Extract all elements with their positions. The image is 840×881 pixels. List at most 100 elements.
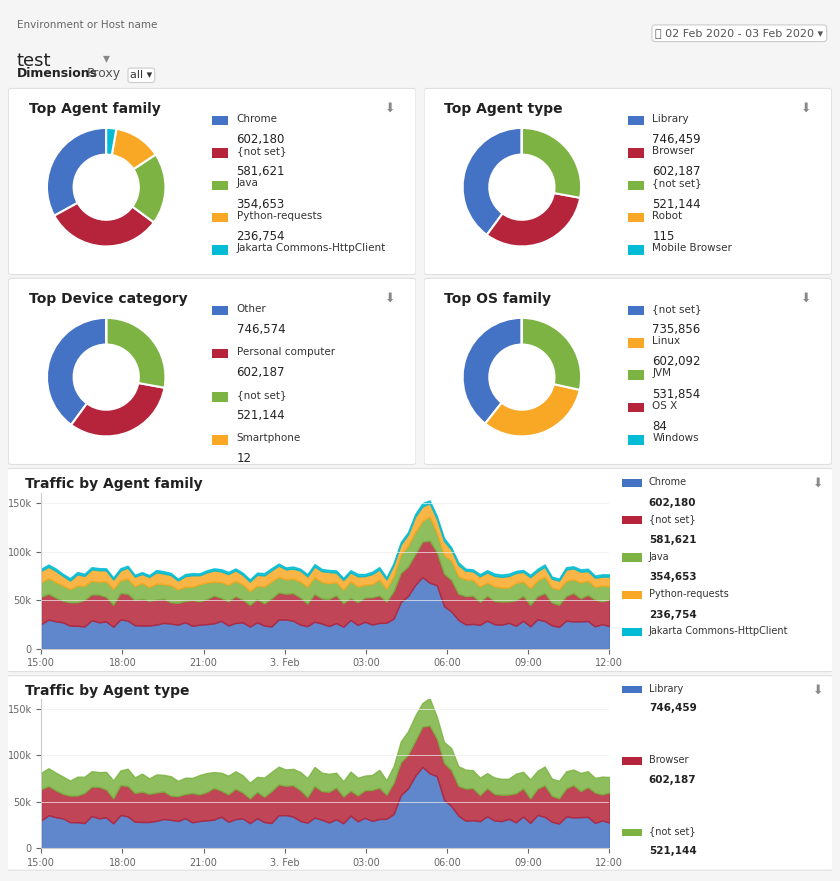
FancyBboxPatch shape bbox=[8, 88, 416, 275]
FancyBboxPatch shape bbox=[627, 435, 644, 445]
Text: Browser: Browser bbox=[648, 755, 688, 765]
Text: Browser: Browser bbox=[653, 146, 695, 156]
FancyBboxPatch shape bbox=[627, 306, 644, 315]
FancyBboxPatch shape bbox=[213, 148, 228, 158]
FancyBboxPatch shape bbox=[622, 828, 643, 836]
Text: 115: 115 bbox=[653, 230, 675, 243]
FancyBboxPatch shape bbox=[622, 591, 643, 599]
Text: Chrome: Chrome bbox=[237, 114, 277, 124]
Text: ⬇: ⬇ bbox=[385, 101, 396, 115]
Text: 602,187: 602,187 bbox=[648, 775, 696, 785]
FancyBboxPatch shape bbox=[213, 181, 228, 190]
FancyBboxPatch shape bbox=[213, 349, 228, 359]
Text: 354,653: 354,653 bbox=[648, 573, 696, 582]
Text: 12: 12 bbox=[237, 452, 252, 465]
FancyBboxPatch shape bbox=[213, 213, 228, 222]
Text: Linux: Linux bbox=[653, 336, 680, 346]
Text: Other: Other bbox=[237, 304, 266, 314]
Text: 746,459: 746,459 bbox=[648, 703, 696, 714]
Text: test: test bbox=[17, 52, 51, 70]
Text: Environment or Host name: Environment or Host name bbox=[17, 20, 157, 31]
Text: Robot: Robot bbox=[653, 211, 682, 220]
Text: Top Agent family: Top Agent family bbox=[29, 101, 160, 115]
Text: Personal computer: Personal computer bbox=[237, 347, 334, 357]
Text: 746,459: 746,459 bbox=[653, 133, 701, 146]
Text: 521,144: 521,144 bbox=[653, 197, 701, 211]
Text: ▾: ▾ bbox=[103, 52, 110, 65]
Text: ⬇: ⬇ bbox=[813, 684, 823, 697]
FancyBboxPatch shape bbox=[213, 435, 228, 445]
Text: 735,856: 735,856 bbox=[653, 323, 701, 337]
FancyBboxPatch shape bbox=[4, 469, 836, 671]
Text: 602,187: 602,187 bbox=[653, 166, 701, 179]
Text: 581,621: 581,621 bbox=[648, 535, 696, 545]
Text: 602,180: 602,180 bbox=[237, 133, 285, 146]
Text: all ▾: all ▾ bbox=[130, 70, 153, 80]
FancyBboxPatch shape bbox=[424, 88, 832, 275]
FancyBboxPatch shape bbox=[8, 278, 416, 464]
Text: OS X: OS X bbox=[653, 401, 678, 411]
Text: Traffic by Agent family: Traffic by Agent family bbox=[25, 477, 202, 491]
Text: 354,653: 354,653 bbox=[237, 197, 285, 211]
Text: {not set}: {not set} bbox=[653, 178, 702, 189]
FancyBboxPatch shape bbox=[213, 306, 228, 315]
FancyBboxPatch shape bbox=[627, 116, 644, 125]
FancyBboxPatch shape bbox=[627, 371, 644, 380]
FancyBboxPatch shape bbox=[622, 553, 643, 562]
FancyBboxPatch shape bbox=[424, 278, 832, 464]
Text: Python-requests: Python-requests bbox=[237, 211, 322, 220]
FancyBboxPatch shape bbox=[627, 245, 644, 255]
Text: 236,754: 236,754 bbox=[237, 230, 285, 243]
FancyBboxPatch shape bbox=[627, 403, 644, 412]
FancyBboxPatch shape bbox=[213, 392, 228, 402]
FancyBboxPatch shape bbox=[627, 213, 644, 222]
Text: {not set}: {not set} bbox=[648, 826, 696, 836]
Text: Traffic by Agent type: Traffic by Agent type bbox=[25, 684, 189, 698]
Text: 521,144: 521,144 bbox=[237, 410, 286, 422]
Text: Proxy: Proxy bbox=[87, 67, 121, 80]
FancyBboxPatch shape bbox=[622, 479, 643, 487]
Text: Mobile Browser: Mobile Browser bbox=[653, 243, 732, 253]
Text: 602,180: 602,180 bbox=[648, 498, 696, 507]
FancyBboxPatch shape bbox=[213, 245, 228, 255]
Text: Dimensions: Dimensions bbox=[17, 67, 97, 80]
Text: {not set}: {not set} bbox=[653, 304, 702, 314]
Text: 84: 84 bbox=[653, 420, 667, 433]
FancyBboxPatch shape bbox=[4, 676, 836, 870]
Text: 581,621: 581,621 bbox=[237, 166, 285, 179]
Text: Top Device category: Top Device category bbox=[29, 292, 187, 306]
FancyBboxPatch shape bbox=[213, 116, 228, 125]
Text: Library: Library bbox=[653, 114, 689, 124]
FancyBboxPatch shape bbox=[622, 757, 643, 765]
FancyBboxPatch shape bbox=[622, 685, 643, 693]
Text: Top OS family: Top OS family bbox=[444, 292, 551, 306]
Text: ⬇: ⬇ bbox=[801, 101, 811, 115]
Text: {not set}: {not set} bbox=[237, 390, 286, 400]
Text: {not set}: {not set} bbox=[237, 146, 286, 156]
Text: 521,144: 521,144 bbox=[648, 847, 696, 856]
Text: Java: Java bbox=[237, 178, 259, 189]
Text: Python-requests: Python-requests bbox=[648, 589, 728, 599]
Text: Jakarta Commons-HttpClient: Jakarta Commons-HttpClient bbox=[648, 626, 789, 636]
Text: 602,187: 602,187 bbox=[237, 366, 285, 379]
Text: JVM: JVM bbox=[653, 368, 671, 378]
Text: ⬇: ⬇ bbox=[813, 477, 823, 490]
Text: 602,092: 602,092 bbox=[653, 355, 701, 368]
Text: ⬇: ⬇ bbox=[385, 292, 396, 305]
Text: 236,754: 236,754 bbox=[648, 610, 696, 619]
FancyBboxPatch shape bbox=[627, 338, 644, 348]
Text: Top Agent type: Top Agent type bbox=[444, 101, 563, 115]
Text: Library: Library bbox=[648, 684, 683, 693]
FancyBboxPatch shape bbox=[622, 628, 643, 636]
Text: Jakarta Commons-HttpClient: Jakarta Commons-HttpClient bbox=[237, 243, 386, 253]
Text: Smartphone: Smartphone bbox=[237, 433, 301, 443]
FancyBboxPatch shape bbox=[627, 148, 644, 158]
Text: {not set}: {not set} bbox=[648, 515, 696, 524]
FancyBboxPatch shape bbox=[627, 181, 644, 190]
Text: 531,854: 531,854 bbox=[653, 388, 701, 401]
Text: Windows: Windows bbox=[653, 433, 699, 443]
Text: ⬇: ⬇ bbox=[801, 292, 811, 305]
Text: 746,574: 746,574 bbox=[237, 323, 286, 337]
FancyBboxPatch shape bbox=[622, 516, 643, 524]
Text: Chrome: Chrome bbox=[648, 477, 687, 487]
